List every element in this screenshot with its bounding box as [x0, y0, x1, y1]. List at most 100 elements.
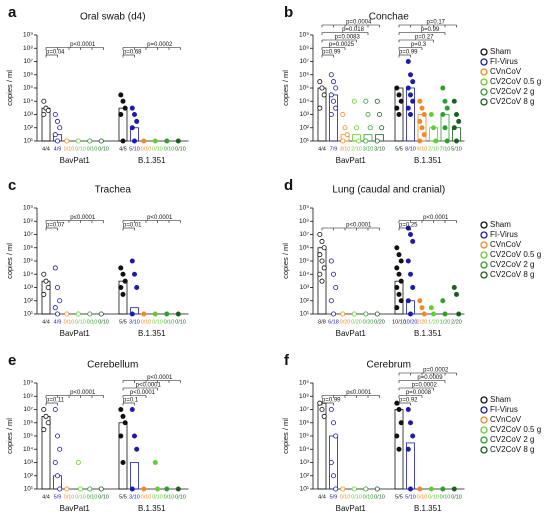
- data-point: [152, 138, 158, 144]
- data-point: [330, 420, 336, 426]
- p-value: p=0.99: [322, 398, 341, 404]
- data-point: [367, 125, 373, 131]
- data-point: [330, 79, 336, 85]
- data-point: [417, 138, 423, 144]
- data-point: [164, 486, 170, 492]
- legend-label: CV2CoV 2 g: [490, 87, 534, 96]
- data-point: [87, 486, 93, 492]
- data-point: [319, 406, 325, 412]
- fraction-label: 0/10: [175, 319, 186, 325]
- fraction-label: 4/9: [54, 319, 62, 325]
- fraction-label: 0/10: [428, 494, 439, 500]
- data-point: [456, 118, 462, 124]
- fraction-label: 0/10: [175, 494, 186, 500]
- fraction-label: 8/10: [405, 146, 416, 152]
- fraction-label: 9/10: [417, 146, 428, 152]
- data-point: [419, 305, 425, 311]
- y-tick-label: 10¹: [300, 311, 310, 318]
- data-point: [405, 258, 411, 264]
- strain-label: B.1.351: [138, 156, 166, 165]
- data-point: [428, 305, 434, 311]
- data-point: [57, 125, 63, 131]
- data-point: [152, 459, 158, 465]
- data-point: [407, 72, 413, 78]
- data-point: [433, 138, 439, 144]
- fraction-label: 6/18: [328, 319, 339, 325]
- fraction-label: 0/10: [98, 319, 109, 325]
- data-point: [356, 138, 362, 144]
- data-point: [98, 138, 104, 144]
- data-point: [64, 486, 70, 492]
- panel-letter: f: [284, 352, 290, 369]
- fraction-label: 8/8: [318, 319, 326, 325]
- data-point: [129, 311, 135, 317]
- data-point: [376, 112, 382, 118]
- legend-marker: [480, 436, 488, 444]
- y-tick-label: 10⁷: [23, 406, 33, 413]
- panel-letter: e: [8, 352, 16, 369]
- data-point: [319, 238, 325, 244]
- y-tick-label: 10⁷: [299, 231, 309, 238]
- panel-title: Trachea: [95, 185, 132, 196]
- fraction-label: 4/4: [318, 494, 326, 500]
- data-point: [417, 118, 423, 124]
- fraction-label: 0/10: [451, 494, 462, 500]
- data-point: [321, 92, 327, 98]
- fraction-label: 5/9: [330, 494, 338, 500]
- data-point: [410, 433, 416, 439]
- data-point: [396, 112, 402, 118]
- fraction-label: 0/10: [75, 146, 86, 152]
- y-tick-label: 10⁸: [23, 393, 33, 400]
- data-point: [405, 59, 411, 65]
- data-point: [394, 305, 400, 311]
- legend-marker: [480, 241, 488, 249]
- data-point: [45, 108, 51, 114]
- data-point: [442, 125, 448, 131]
- data-point: [75, 459, 81, 465]
- data-point: [120, 413, 126, 419]
- fraction-label: 0/10: [164, 319, 175, 325]
- panel: a Oral swab (d4) copies / ml 10¹ 10² 10³ 10⁴ 10…: [5, 4, 189, 165]
- data-point: [118, 284, 124, 290]
- p-value: p=0.99: [421, 27, 440, 33]
- data-point: [442, 98, 448, 104]
- fraction-label: 3/10: [340, 146, 351, 152]
- legend-marker: [480, 271, 488, 279]
- data-point: [363, 311, 369, 317]
- fraction-label: 5/10: [451, 146, 462, 152]
- y-axis-label: copies / ml: [5, 243, 14, 279]
- fraction-label: 5/5: [119, 319, 127, 325]
- data-point: [407, 92, 413, 98]
- data-point: [131, 433, 137, 439]
- panel-title: Oral swab (d4): [80, 12, 146, 23]
- data-point: [340, 486, 346, 492]
- p-value: p=0.0009: [417, 375, 443, 381]
- data-point: [333, 433, 339, 439]
- data-point: [451, 98, 457, 104]
- data-point: [129, 406, 135, 412]
- data-point: [374, 486, 380, 492]
- y-axis-label: copies / ml: [5, 70, 14, 106]
- fraction-label: 10/20: [404, 319, 418, 325]
- data-point: [118, 406, 124, 412]
- data-point: [396, 446, 402, 452]
- data-point: [328, 92, 334, 98]
- fraction-label: 3/10: [363, 146, 374, 152]
- fraction-label: 0/10: [98, 146, 109, 152]
- data-point: [78, 486, 84, 492]
- data-point: [41, 98, 47, 104]
- p-value: p=0.0004: [346, 20, 372, 26]
- strain-label: B.1.351: [414, 156, 442, 165]
- data-point: [405, 105, 411, 111]
- data-point: [419, 125, 425, 131]
- data-point: [374, 311, 380, 317]
- legend-label: Sham: [490, 220, 511, 229]
- bar: [118, 422, 128, 490]
- y-tick-label: 10³: [24, 459, 34, 466]
- data-point: [430, 311, 436, 317]
- data-point: [152, 311, 158, 317]
- p-value: p=0.3: [411, 42, 427, 48]
- fraction-label: 0/10: [141, 319, 152, 325]
- data-point: [440, 298, 446, 304]
- fraction-label: 0/10: [340, 494, 351, 500]
